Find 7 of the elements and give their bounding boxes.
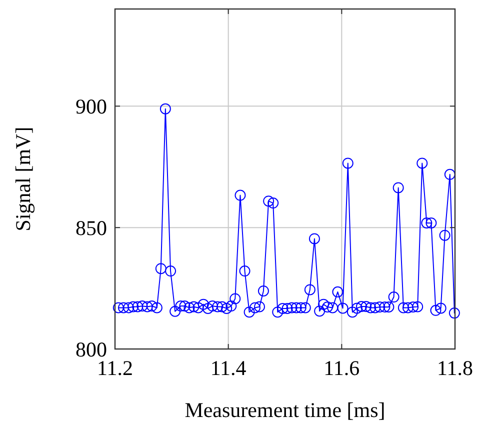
y-tick-label: 850	[76, 216, 107, 240]
y-axis-title: Signal [mV]	[11, 126, 35, 232]
x-tick-label: 11.4	[210, 356, 247, 380]
x-tick-label: 11.8	[437, 356, 473, 380]
y-tick-label: 900	[76, 94, 107, 118]
x-axis-title: Measurement time [ms]	[184, 398, 386, 422]
x-tick-label: 11.6	[324, 356, 360, 380]
